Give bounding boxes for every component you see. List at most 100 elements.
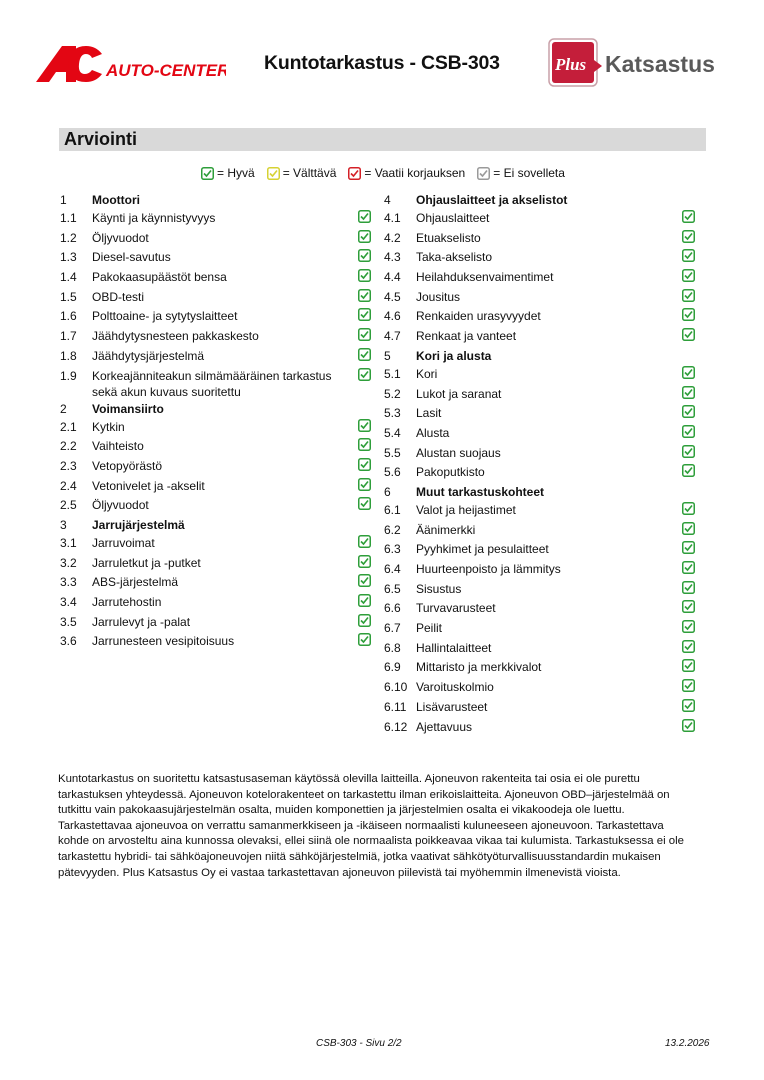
item-number: 1 bbox=[60, 193, 67, 207]
footer-page: CSB-303 - Sivu 2/2 bbox=[316, 1038, 402, 1049]
checklist-item: 1.6 Polttoaine- ja sytytyslaitteet bbox=[60, 307, 390, 327]
item-number: 5.5 bbox=[384, 445, 401, 460]
checkbox-good-icon bbox=[682, 328, 695, 345]
item-label: Heilahduksenvaimentimet bbox=[416, 270, 554, 285]
item-number: 5 bbox=[384, 348, 391, 363]
checkbox-good-icon bbox=[358, 554, 371, 572]
item-number: 1.2 bbox=[60, 230, 77, 245]
item-number: 1.7 bbox=[60, 329, 77, 344]
item-number: 4.7 bbox=[384, 329, 401, 344]
item-number: 5.4 bbox=[384, 425, 401, 440]
item-number: 3.3 bbox=[60, 575, 77, 590]
checkbox-good-icon bbox=[682, 229, 695, 247]
item-number: 1.3 bbox=[60, 250, 77, 265]
item-number: 3.1 bbox=[60, 535, 77, 550]
item-number: 6.2 bbox=[384, 522, 401, 537]
checkbox-good-icon bbox=[358, 613, 371, 631]
page-title: Kuntotarkastus - CSB-303 bbox=[264, 52, 500, 74]
checklist-item: 1.8 Jäähdytysjärjestelmä bbox=[60, 347, 390, 367]
item-number: 6.6 bbox=[384, 601, 401, 616]
checkbox-good-icon bbox=[682, 405, 695, 422]
item-label: OBD-testi bbox=[92, 289, 145, 304]
checklist-item: 6.6 Turvavarusteet bbox=[384, 599, 714, 619]
item-number: 2.1 bbox=[60, 419, 77, 434]
item-label: Öljyvuodot bbox=[92, 498, 149, 513]
item-number: 2.5 bbox=[60, 498, 77, 513]
item-label: Mittaristo ja merkkivalot bbox=[416, 660, 542, 675]
checklist-item: 2.2 Vaihteisto bbox=[60, 437, 390, 457]
item-number: 1.6 bbox=[60, 309, 77, 324]
disclaimer-line: tarkastettu hybridi- tai sähköajoneuvoje… bbox=[58, 850, 661, 863]
auto-center-logo: AUTO-CENTER bbox=[36, 46, 226, 82]
item-label: Jarrunesteen vesipitoisuus bbox=[92, 634, 235, 649]
checkbox-good-icon bbox=[682, 521, 695, 539]
category-header: 5 Kori ja alusta bbox=[384, 347, 714, 365]
item-number: 4.6 bbox=[384, 309, 401, 324]
item-number: 5.1 bbox=[384, 366, 401, 381]
checklist-item: 3.6 Jarrunesteen vesipitoisuus bbox=[60, 632, 390, 652]
checklist-item: 6.1 Valot ja heijastimet bbox=[384, 501, 714, 521]
item-label: Jarrutehostin bbox=[92, 595, 162, 609]
item-label: Jäähdytysjärjestelmä bbox=[92, 348, 205, 363]
item-number: 1.1 bbox=[60, 211, 77, 225]
checklist-item: 4.4 Heilahduksenvaimentimet bbox=[384, 268, 714, 288]
item-number: 2 bbox=[60, 401, 67, 416]
item-number: 2.3 bbox=[60, 458, 77, 473]
item-number: 2.4 bbox=[60, 478, 77, 493]
checklist-item: 4.1 Ohjauslaitteet bbox=[384, 209, 714, 229]
checkbox-good-icon bbox=[682, 308, 695, 325]
legend: = Hyvä = Välttävä = Vaatii korjauksen = Ei … bbox=[201, 166, 577, 180]
checkbox-good-icon bbox=[682, 249, 695, 266]
item-label: Lukot ja saranat bbox=[416, 386, 502, 401]
item-number: 3.6 bbox=[60, 634, 77, 649]
item-label: Pakoputkisto bbox=[416, 465, 485, 480]
item-number: 3 bbox=[60, 517, 67, 532]
category-header: 3 Jarrujärjestelmä bbox=[60, 516, 390, 534]
checklist-item: 3.3 ABS-järjestelmä bbox=[60, 573, 390, 593]
item-label: Peilit bbox=[416, 621, 443, 636]
item-label: Jarruvoimat bbox=[92, 535, 155, 550]
checklist-item: 1.5 OBD-testi bbox=[60, 288, 390, 308]
checklist-item: 5.5 Alustan suojaus bbox=[384, 444, 714, 464]
item-label: Ohjauslaitteet bbox=[416, 211, 490, 225]
item-label: Renkaiden urasyvyydet bbox=[416, 309, 541, 324]
category-header: 2 Voimansiirto bbox=[60, 400, 390, 418]
checkbox-good-icon bbox=[358, 497, 371, 514]
disclaimer-line: Kuntotarkastus on suoritettu katsastusas… bbox=[58, 773, 640, 785]
item-number: 4.3 bbox=[384, 250, 401, 265]
checklist-item: 1.9 Korkeajänniteakun silmämääräinen tark… bbox=[60, 367, 390, 400]
checklist-item: 5.2 Lukot ja saranat bbox=[384, 385, 714, 405]
checkbox-good-icon bbox=[682, 210, 695, 227]
item-number: 3.5 bbox=[60, 614, 77, 629]
checkbox-good-icon bbox=[358, 308, 371, 325]
checklist-item: 1.3 Diesel-savutus bbox=[60, 248, 390, 268]
item-label: Diesel-savutus bbox=[92, 250, 171, 265]
item-label: Kori ja alusta bbox=[416, 348, 492, 363]
checkbox-good-icon bbox=[358, 534, 371, 552]
checklist-item: 1.7 Jäähdytysnesteen pakkaskesto bbox=[60, 327, 390, 347]
checklist-item: 4.7 Renkaat ja vanteet bbox=[384, 327, 714, 347]
item-label: Hallintalaitteet bbox=[416, 640, 492, 655]
checklist-item: 5.4 Alusta bbox=[384, 424, 714, 444]
checkbox-good-icon bbox=[682, 464, 695, 481]
item-label: Kytkin bbox=[92, 419, 125, 434]
checkbox-good-icon bbox=[682, 698, 695, 716]
checkbox-good-icon bbox=[358, 367, 371, 385]
checklist-item: 2.3 Vetopyörästö bbox=[60, 457, 390, 477]
checkbox-acceptable-icon bbox=[266, 166, 283, 180]
item-number: 4.4 bbox=[384, 270, 401, 285]
item-label: Öljyvuodot bbox=[92, 230, 149, 245]
category-header: 4 Ohjauslaitteet ja akselistot bbox=[384, 191, 714, 209]
item-number: 5.3 bbox=[384, 406, 401, 421]
item-label: Taka-akselisto bbox=[416, 250, 493, 265]
checkbox-good-icon bbox=[682, 718, 695, 736]
checklist-item: 3.2 Jarruletkut ja -putket bbox=[60, 554, 390, 574]
checkbox-good-icon bbox=[682, 501, 695, 519]
checklist-item: 2.1 Kytkin bbox=[60, 418, 390, 438]
item-number: 3.4 bbox=[60, 595, 77, 609]
disclaimer-line: tarkastuksen yhteydessä. Ajoneuvon kotel… bbox=[58, 788, 670, 801]
item-number: 1.9 bbox=[60, 368, 77, 383]
item-label: Huurteenpoisto ja lämmitys bbox=[416, 562, 561, 576]
checklist-item: 6.8 Hallintalaitteet bbox=[384, 639, 714, 659]
disclaimer-line: tutkittu vain pakokaasujärjestelmän osal… bbox=[58, 804, 625, 817]
